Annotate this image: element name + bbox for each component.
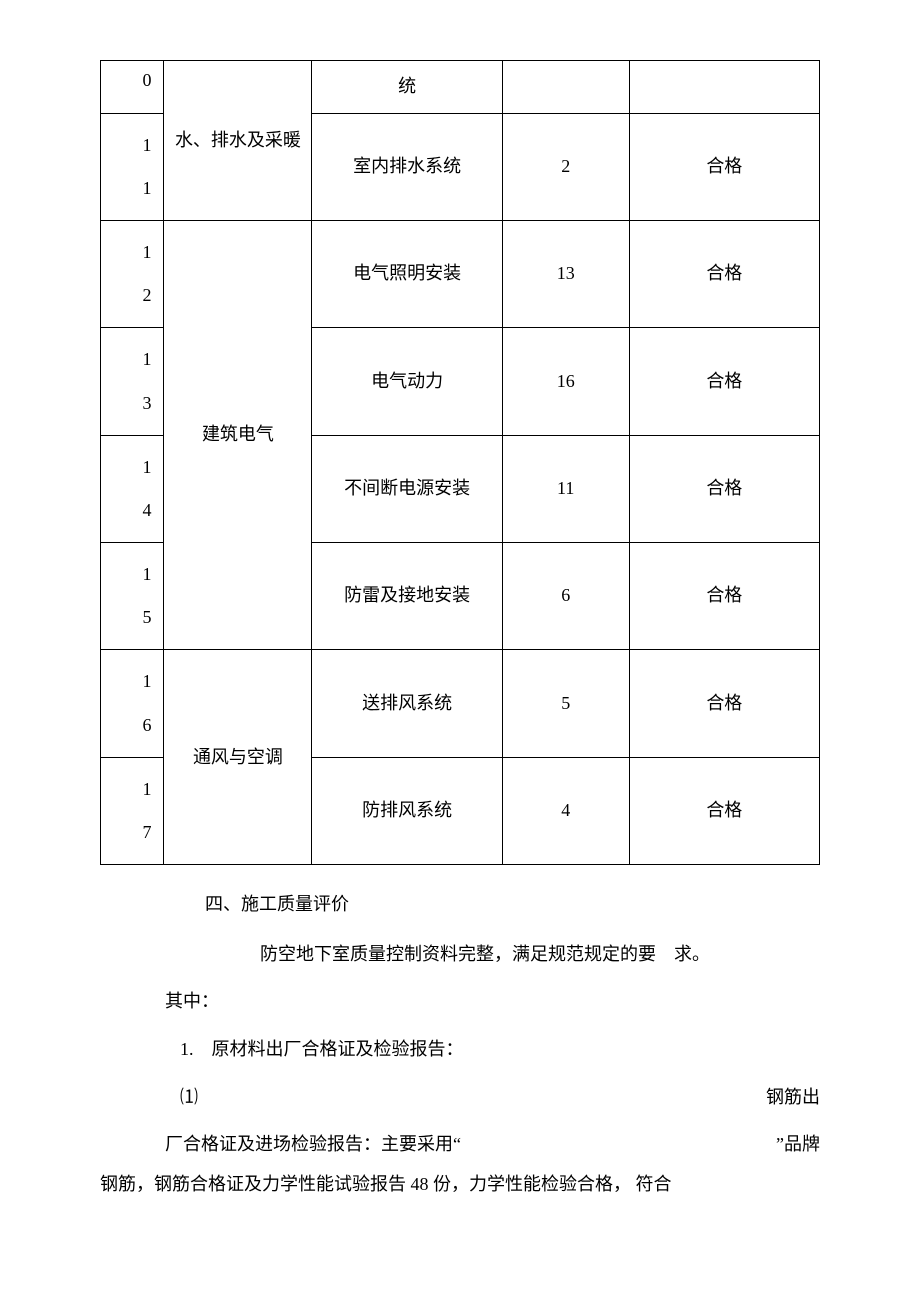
category-cell: 建筑电气 <box>164 220 312 650</box>
result-cell: 合格 <box>629 113 819 220</box>
row-index: 1 5 <box>101 543 164 650</box>
item-cell: 电气照明安装 <box>312 220 502 327</box>
row-index: 0 <box>101 61 164 114</box>
table-row: 0 水、排水及采暖 统 <box>101 61 820 114</box>
row-index: 1 2 <box>101 220 164 327</box>
item-cell: 电气动力 <box>312 328 502 435</box>
count-cell <box>502 61 629 114</box>
item-cell: 室内排水系统 <box>312 113 502 220</box>
category-cell: 水、排水及采暖 <box>164 61 312 221</box>
result-cell: 合格 <box>629 650 819 757</box>
table-row: 1 2 建筑电气 电气照明安装 13 合格 <box>101 220 820 327</box>
count-cell: 11 <box>502 435 629 542</box>
body-paragraph: 钢筋，钢筋合格证及力学性能试验报告 48 份，力学性能检验合格， 符合 <box>100 1165 820 1205</box>
item-cell: 送排风系统 <box>312 650 502 757</box>
result-cell: 合格 <box>629 543 819 650</box>
item-cell: 防雷及接地安装 <box>312 543 502 650</box>
category-cell: 通风与空调 <box>164 650 312 865</box>
body-paragraph: 防空地下室质量控制资料完整，满足规范规定的要 求。 <box>100 935 820 975</box>
sublist-item: ⑴ 钢筋出 <box>100 1078 820 1118</box>
body-paragraph: 其中： <box>100 982 820 1022</box>
result-cell: 合格 <box>629 435 819 542</box>
result-cell: 合格 <box>629 328 819 435</box>
count-cell: 6 <box>502 543 629 650</box>
count-cell: 13 <box>502 220 629 327</box>
section-heading: 四、施工质量评价 <box>100 885 820 925</box>
row-index: 1 6 <box>101 650 164 757</box>
result-cell: 合格 <box>629 757 819 864</box>
result-cell <box>629 61 819 114</box>
count-cell: 2 <box>502 113 629 220</box>
table-row: 1 6 通风与空调 送排风系统 5 合格 <box>101 650 820 757</box>
item-cell: 不间断电源安装 <box>312 435 502 542</box>
row-index: 1 1 <box>101 113 164 220</box>
sublist-marker: ⑴ <box>180 1078 198 1118</box>
item-cell: 统 <box>312 61 502 114</box>
body-paragraph: 厂合格证及进场检验报告：主要采用“ ”品牌 <box>100 1125 820 1165</box>
count-cell: 16 <box>502 328 629 435</box>
row-index: 1 7 <box>101 757 164 864</box>
row-index: 1 4 <box>101 435 164 542</box>
sublist-tail: 钢筋出 <box>766 1078 820 1118</box>
list-item: 1. 原材料出厂合格证及检验报告： <box>100 1030 820 1070</box>
count-cell: 4 <box>502 757 629 864</box>
count-cell: 5 <box>502 650 629 757</box>
item-cell: 防排风系统 <box>312 757 502 864</box>
quality-table: 0 水、排水及采暖 统 1 1 室内排水系统 2 合格 1 2 建筑电气 电气照… <box>100 60 820 865</box>
row-index: 1 3 <box>101 328 164 435</box>
result-cell: 合格 <box>629 220 819 327</box>
